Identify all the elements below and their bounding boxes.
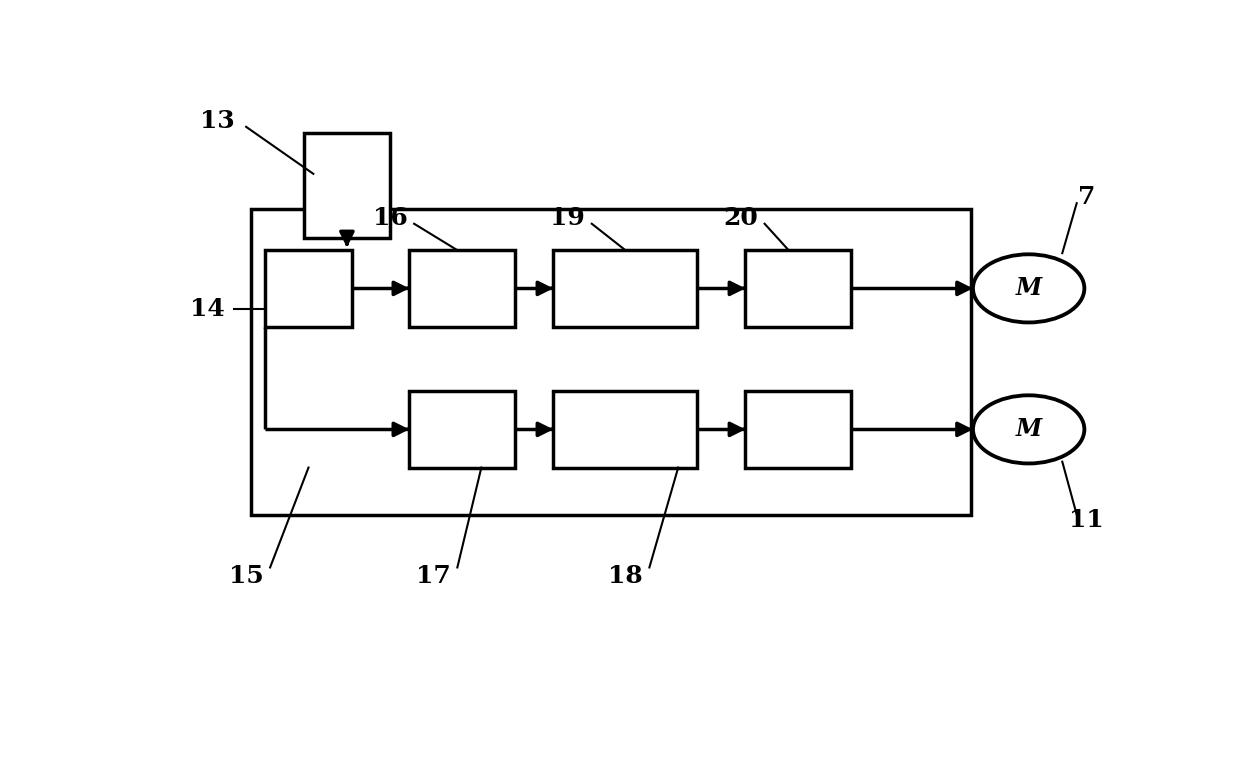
Text: 16: 16 [373, 206, 408, 230]
Text: 7: 7 [1078, 185, 1095, 209]
Bar [746, 250, 851, 327]
Bar [409, 250, 515, 327]
Text: 19: 19 [550, 206, 585, 230]
Text: 11: 11 [1069, 508, 1104, 533]
Text: 20: 20 [724, 206, 758, 230]
Text: 13: 13 [199, 109, 234, 133]
Text: M: M [1016, 276, 1042, 301]
Bar [746, 391, 851, 468]
Bar [250, 209, 971, 514]
Text: 15: 15 [229, 565, 264, 588]
Bar [554, 250, 698, 327]
Bar [409, 391, 515, 468]
Bar [304, 133, 390, 238]
Text: 17: 17 [416, 565, 451, 588]
Bar [554, 391, 698, 468]
Text: M: M [1016, 417, 1042, 441]
Text: 14: 14 [191, 297, 225, 321]
Text: 18: 18 [608, 565, 643, 588]
Bar [265, 250, 352, 327]
